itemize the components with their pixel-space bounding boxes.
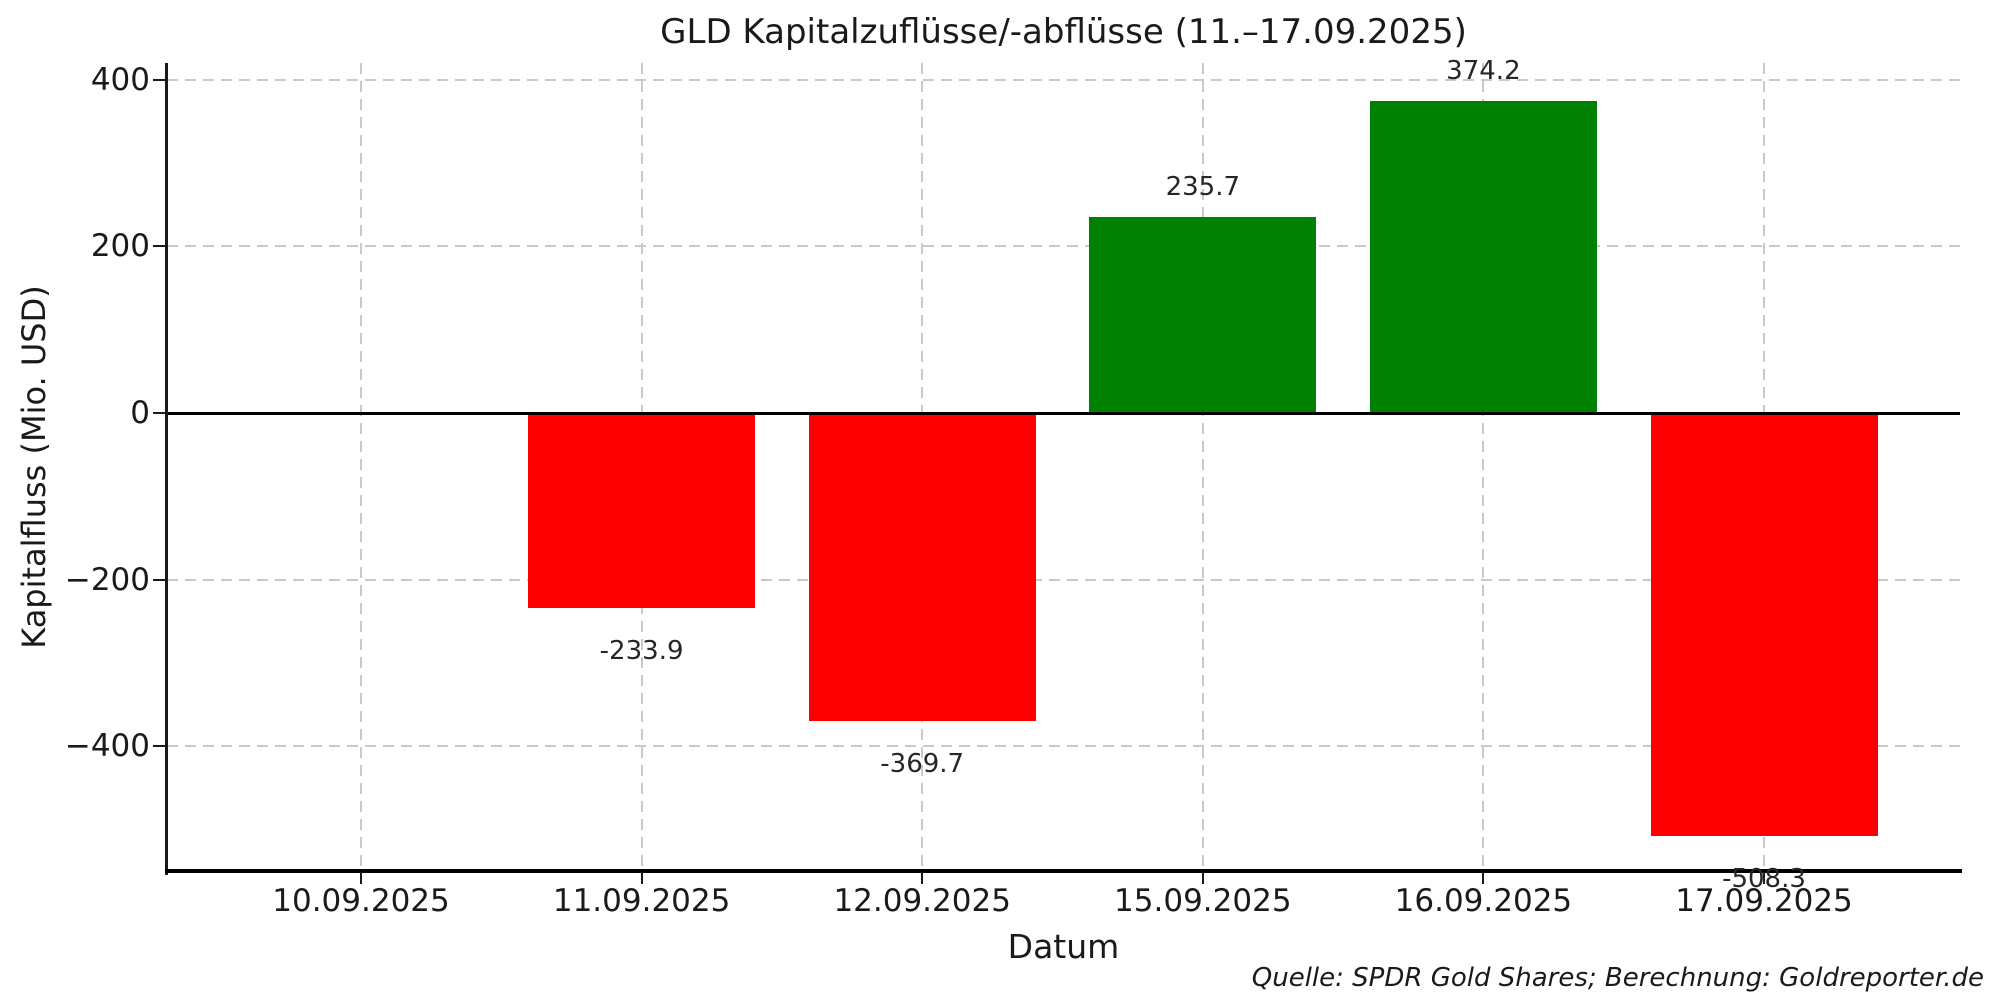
bar-value-label: 374.2 [1446,56,1521,87]
x-tick-mark [640,872,643,884]
gridline-h [167,245,1960,248]
plot-area: -233.9 -369.7 235.7 374.2 -508.3 [153,56,1962,894]
bar-value-label: -233.9 [599,635,684,666]
y-tick-label: −400 [64,728,150,765]
y-tick-label: 400 [90,61,150,98]
y-tick-mark [153,578,167,581]
x-tick-label: 17.09.2025 [1675,883,1853,919]
x-axis-spine [165,869,1962,873]
source-note: Quelle: SPDR Gold Shares; Berechnung: Go… [1251,963,1984,993]
bar-value-label: 235.7 [1165,171,1241,202]
x-tick-mark [360,872,362,884]
x-tick-label: 16.09.2025 [1394,883,1573,919]
gridline-v [1201,63,1204,872]
bar-11.09.2025 [528,413,756,608]
x-tick-mark [1201,872,1204,884]
x-axis-label: Datum [1007,927,1120,966]
gridline-h [167,78,1960,81]
zero-line [167,412,1960,415]
bar-value-label: -369.7 [880,748,965,779]
bar-12.09.2025 [808,413,1036,721]
x-tick-label: 12.09.2025 [833,883,1011,919]
x-tick-label: 10.09.2025 [272,883,450,919]
y-axis-spine [165,63,168,875]
gridline-h [167,578,1960,581]
x-tick-mark [1763,872,1765,884]
y-tick-label: 0 [130,395,150,431]
x-tick-mark [1482,872,1485,884]
chart-title: GLD Kapitalzuflüsse/-abflüsse (11.–17.09… [660,12,1467,52]
gridline-v [360,63,362,872]
y-tick-label: 200 [90,228,150,265]
gridline-h [167,745,1960,748]
y-tick-mark [153,412,167,414]
x-tick-mark [921,872,924,884]
bar-16.09.2025 [1369,101,1597,413]
bar-value-label: -508.3 [1722,864,1806,895]
bar-17.09.2025 [1650,413,1878,837]
y-tick-mark [153,78,167,81]
y-tick-mark [153,745,167,748]
bar-15.09.2025 [1089,216,1317,413]
x-tick-label: 15.09.2025 [1114,883,1292,919]
y-tick-label: −200 [64,561,150,598]
y-tick-mark [153,245,167,248]
gridline-v [1482,63,1485,872]
x-tick-label: 11.09.2025 [552,883,731,919]
